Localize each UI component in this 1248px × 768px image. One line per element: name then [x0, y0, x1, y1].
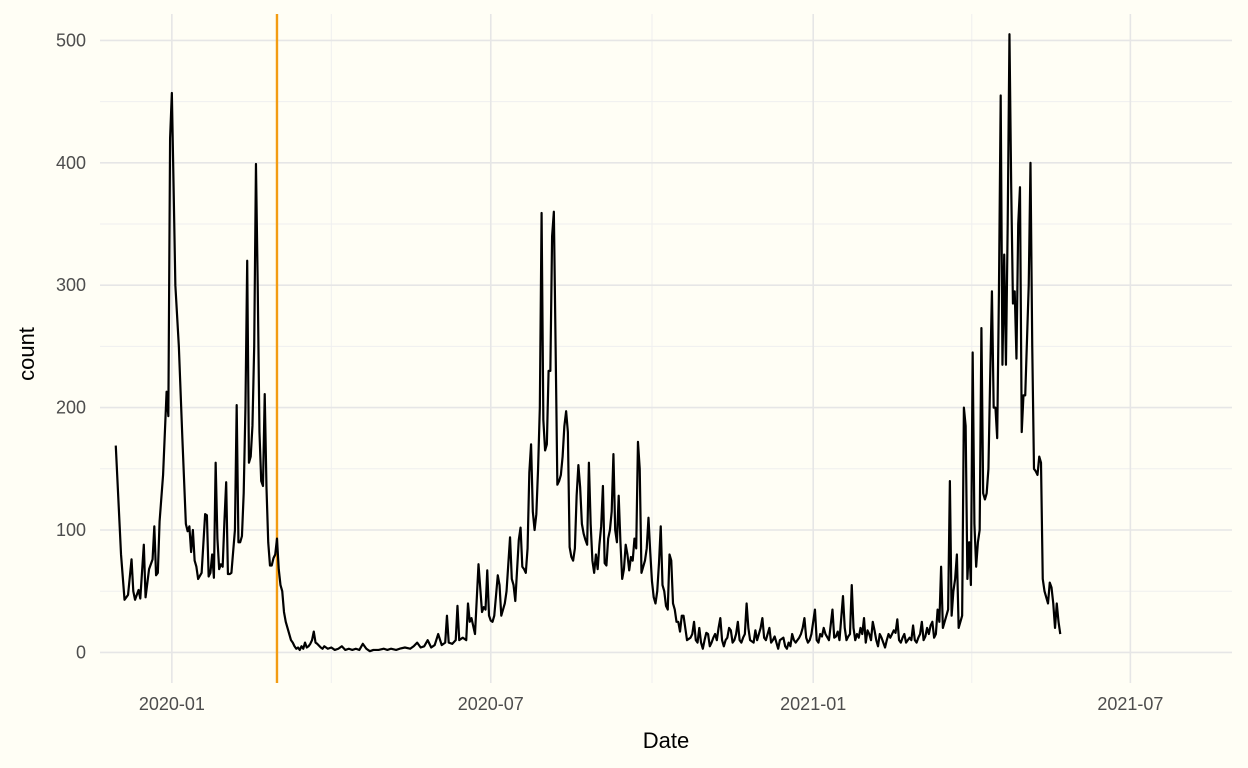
minor-gridlines — [100, 14, 1232, 683]
y-tick-label: 200 — [56, 398, 86, 418]
series-line — [114, 33, 1062, 653]
y-tick-labels: 0 100 200 300 400 500 — [56, 30, 86, 662]
y-tick-label: 100 — [56, 520, 86, 540]
y-tick-label: 400 — [56, 153, 86, 173]
x-tick-label: 2021-01 — [780, 694, 846, 714]
y-axis-title: count — [14, 327, 39, 381]
y-tick-label: 300 — [56, 275, 86, 295]
x-tick-label: 2020-07 — [458, 694, 524, 714]
x-tick-label: 2020-01 — [139, 694, 205, 714]
y-tick-label: 500 — [56, 30, 86, 50]
x-tick-labels: 2020-01 2020-07 2021-01 2021-07 — [139, 694, 1164, 714]
major-gridlines — [100, 14, 1232, 683]
x-tick-label: 2021-07 — [1097, 694, 1163, 714]
y-tick-label: 0 — [76, 642, 86, 662]
x-axis-title: Date — [643, 728, 689, 753]
